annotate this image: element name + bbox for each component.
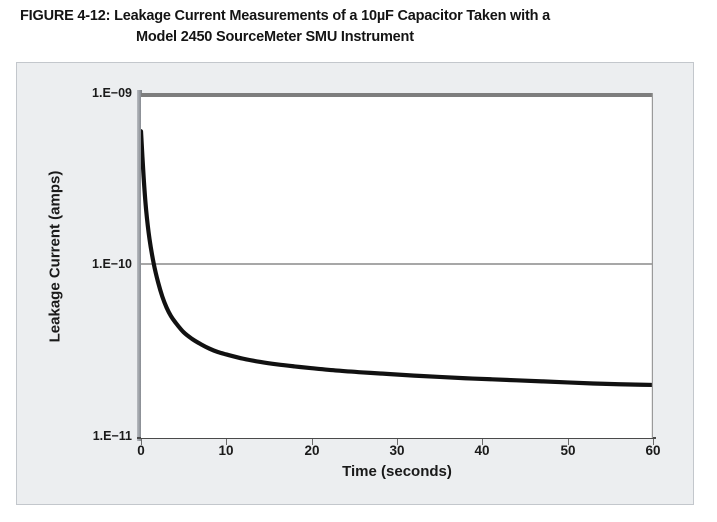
- x-axis-title: Time (seconds): [342, 463, 452, 480]
- figure-title-line-1: FIGURE 4-12: Leakage Current Measurement…: [20, 8, 550, 24]
- y-axis-tick-labels: 1.E−09 1.E−10 1.E−11: [17, 63, 132, 506]
- x-tick-label-40: 40: [474, 443, 490, 458]
- x-tick-label-0: 0: [137, 443, 145, 458]
- x-tick-label-60: 60: [645, 443, 661, 458]
- figure-title: FIGURE 4-12: Leakage Current Measurement…: [18, 6, 702, 48]
- y-tick-label-1e-11: 1.E−11: [92, 429, 132, 443]
- leakage-current-curve: [141, 129, 653, 388]
- figure-title-line-2: Model 2450 SourceMeter SMU Instrument: [136, 29, 414, 46]
- y-axis-spine: [137, 90, 142, 441]
- x-axis-spine: [137, 437, 656, 439]
- x-tick-label-20: 20: [304, 443, 320, 458]
- y-tick-label-1e-09: 1.E−09: [92, 86, 132, 100]
- x-tick-label-10: 10: [218, 443, 234, 458]
- x-tick-label-30: 30: [389, 443, 405, 458]
- y-axis-title: Leakage Current (amps): [46, 170, 64, 343]
- figure-frame: 1.E−09 1.E−10 1.E−11 0 10 20: [16, 62, 694, 505]
- x-tick-label-50: 50: [560, 443, 576, 458]
- y-tick-label-1e-10: 1.E−10: [92, 257, 132, 271]
- plot-area: [141, 93, 653, 438]
- gridlines: [141, 93, 653, 265]
- chart-canvas: [141, 93, 653, 438]
